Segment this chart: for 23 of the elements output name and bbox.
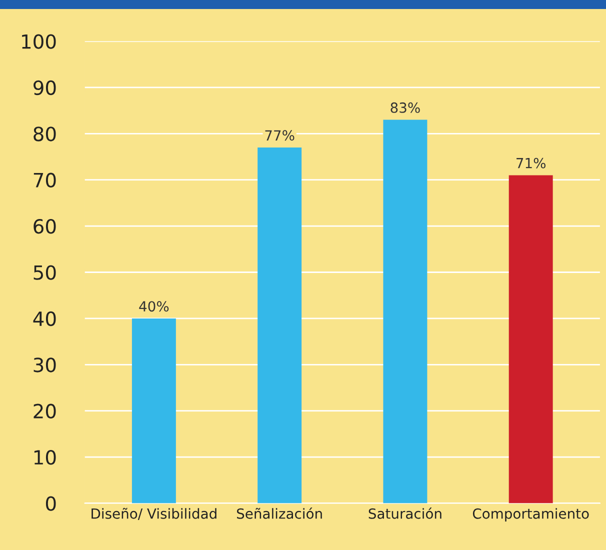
bar [383,120,428,504]
y-tick-label: 30 [34,358,56,372]
y-tick-label: 80 [34,126,56,142]
data-label: 40% [139,301,169,312]
x-tick-label: Diseño/ Visibilidad [92,508,216,520]
y-tick-label: 90 [34,80,56,96]
y-tick-label: 60 [34,219,56,234]
y-tick-label: 70 [34,172,56,188]
bar [258,148,302,504]
data-label: 71% [516,158,546,168]
x-tick-label: Comportamiento [472,508,589,522]
x-tick-label: Saturación [368,508,442,519]
y-tick-label: 50 [34,265,56,280]
y-tick-label: 100 [22,34,56,49]
bar [132,318,176,504]
data-label: 77% [265,130,294,141]
y-tick-label: 10 [34,450,56,465]
bar [508,175,553,504]
y-tick-label: 20 [34,404,56,419]
x-tick-label: Señalización [236,508,322,519]
y-tick-label: 40 [33,311,56,326]
y-tick-label: 0 [46,496,56,511]
data-label: 83% [390,102,420,113]
